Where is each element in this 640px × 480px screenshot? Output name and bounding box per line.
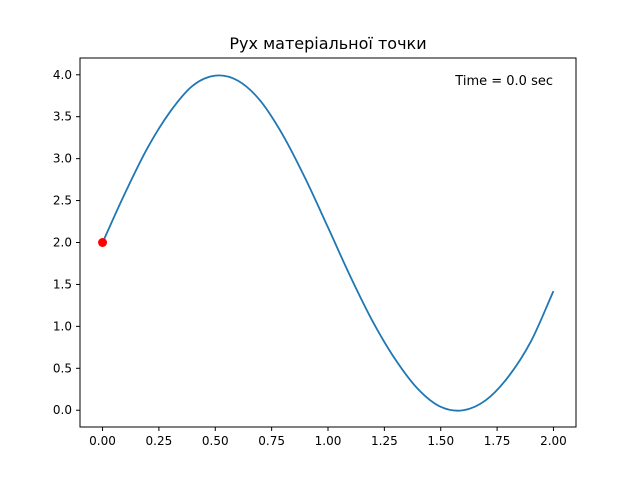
x-tick-label: 1.75 — [484, 434, 511, 448]
y-tick-label: 3.0 — [53, 152, 72, 166]
chart-title: Рух матеріальної точки — [229, 34, 426, 53]
y-tick-label: 4.0 — [53, 68, 72, 82]
y-axis-ticks: 0.0 0.5 1.0 1.5 2.0 2.5 3.0 3.5 4.0 — [53, 68, 80, 417]
plot-area: Time = 0.0 sec — [98, 74, 555, 412]
x-tick-label: 0.25 — [146, 434, 173, 448]
x-tick-label: 2.00 — [540, 434, 567, 448]
x-tick-label: 0.00 — [89, 434, 116, 448]
x-tick-label: 1.50 — [427, 434, 454, 448]
y-tick-label: 2.0 — [53, 236, 72, 250]
y-tick-label: 3.5 — [53, 110, 72, 124]
y-tick-label: 2.5 — [53, 194, 72, 208]
x-tick-label: 0.50 — [202, 434, 229, 448]
x-tick-label: 1.25 — [371, 434, 398, 448]
motion-curve — [101, 74, 555, 412]
axes-frame — [79, 57, 577, 428]
y-tick-label: 1.5 — [53, 277, 72, 291]
y-tick-label: 0.0 — [53, 403, 72, 417]
y-tick-label: 0.5 — [53, 361, 72, 375]
x-axis-ticks: 0.00 0.25 0.50 0.75 1.00 1.25 1.50 1.75 2.00 — [89, 427, 567, 448]
time-annotation: Time = 0.0 sec — [454, 74, 553, 89]
point-marker — [98, 238, 108, 247]
y-tick-label: 1.0 — [53, 319, 72, 333]
x-tick-label: 1.00 — [315, 434, 342, 448]
x-tick-label: 0.75 — [258, 434, 285, 448]
